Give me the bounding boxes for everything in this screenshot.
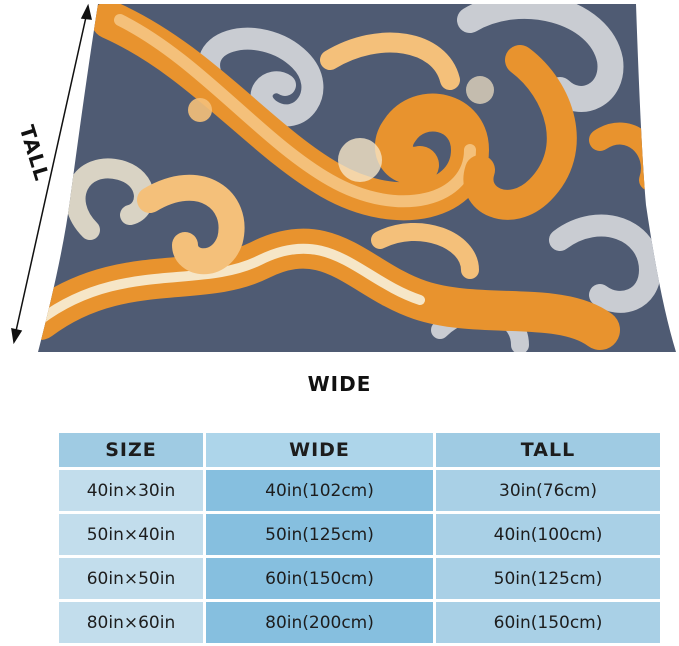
cell-wide: 80in(200cm): [203, 599, 436, 646]
table-header-row: SIZE WIDE TALL: [56, 430, 663, 470]
blanket-pattern: [38, 4, 676, 352]
table-row: 40in×30in 40in(102cm) 30in(76cm): [56, 467, 663, 514]
cell-wide: 50in(125cm): [203, 511, 436, 558]
cell-size: 60in×50in: [56, 555, 206, 602]
cell-tall: 50in(125cm): [433, 555, 663, 602]
cell-size: 40in×30in: [56, 467, 206, 514]
cell-size: 80in×60in: [56, 599, 206, 646]
header-size: SIZE: [56, 430, 206, 470]
cell-wide: 60in(150cm): [203, 555, 436, 602]
blanket-image: [11, 3, 676, 352]
cell-size: 50in×40in: [56, 511, 206, 558]
cell-wide: 40in(102cm): [203, 467, 436, 514]
cell-tall: 60in(150cm): [433, 599, 663, 646]
wide-label: WIDE: [307, 372, 372, 396]
table-row: 80in×60in 80in(200cm) 60in(150cm): [56, 599, 663, 646]
table-row: 60in×50in 60in(150cm) 50in(125cm): [56, 555, 663, 602]
cell-tall: 30in(76cm): [433, 467, 663, 514]
header-wide: WIDE: [203, 430, 436, 470]
table-row: 50in×40in 50in(125cm) 40in(100cm): [56, 511, 663, 558]
cell-tall: 40in(100cm): [433, 511, 663, 558]
blanket-illustration: [11, 3, 676, 352]
tall-arrow: [11, 3, 92, 345]
size-chart-table: SIZE WIDE TALL 40in×30in 40in(102cm) 30i…: [56, 430, 663, 646]
header-tall: TALL: [433, 430, 663, 470]
